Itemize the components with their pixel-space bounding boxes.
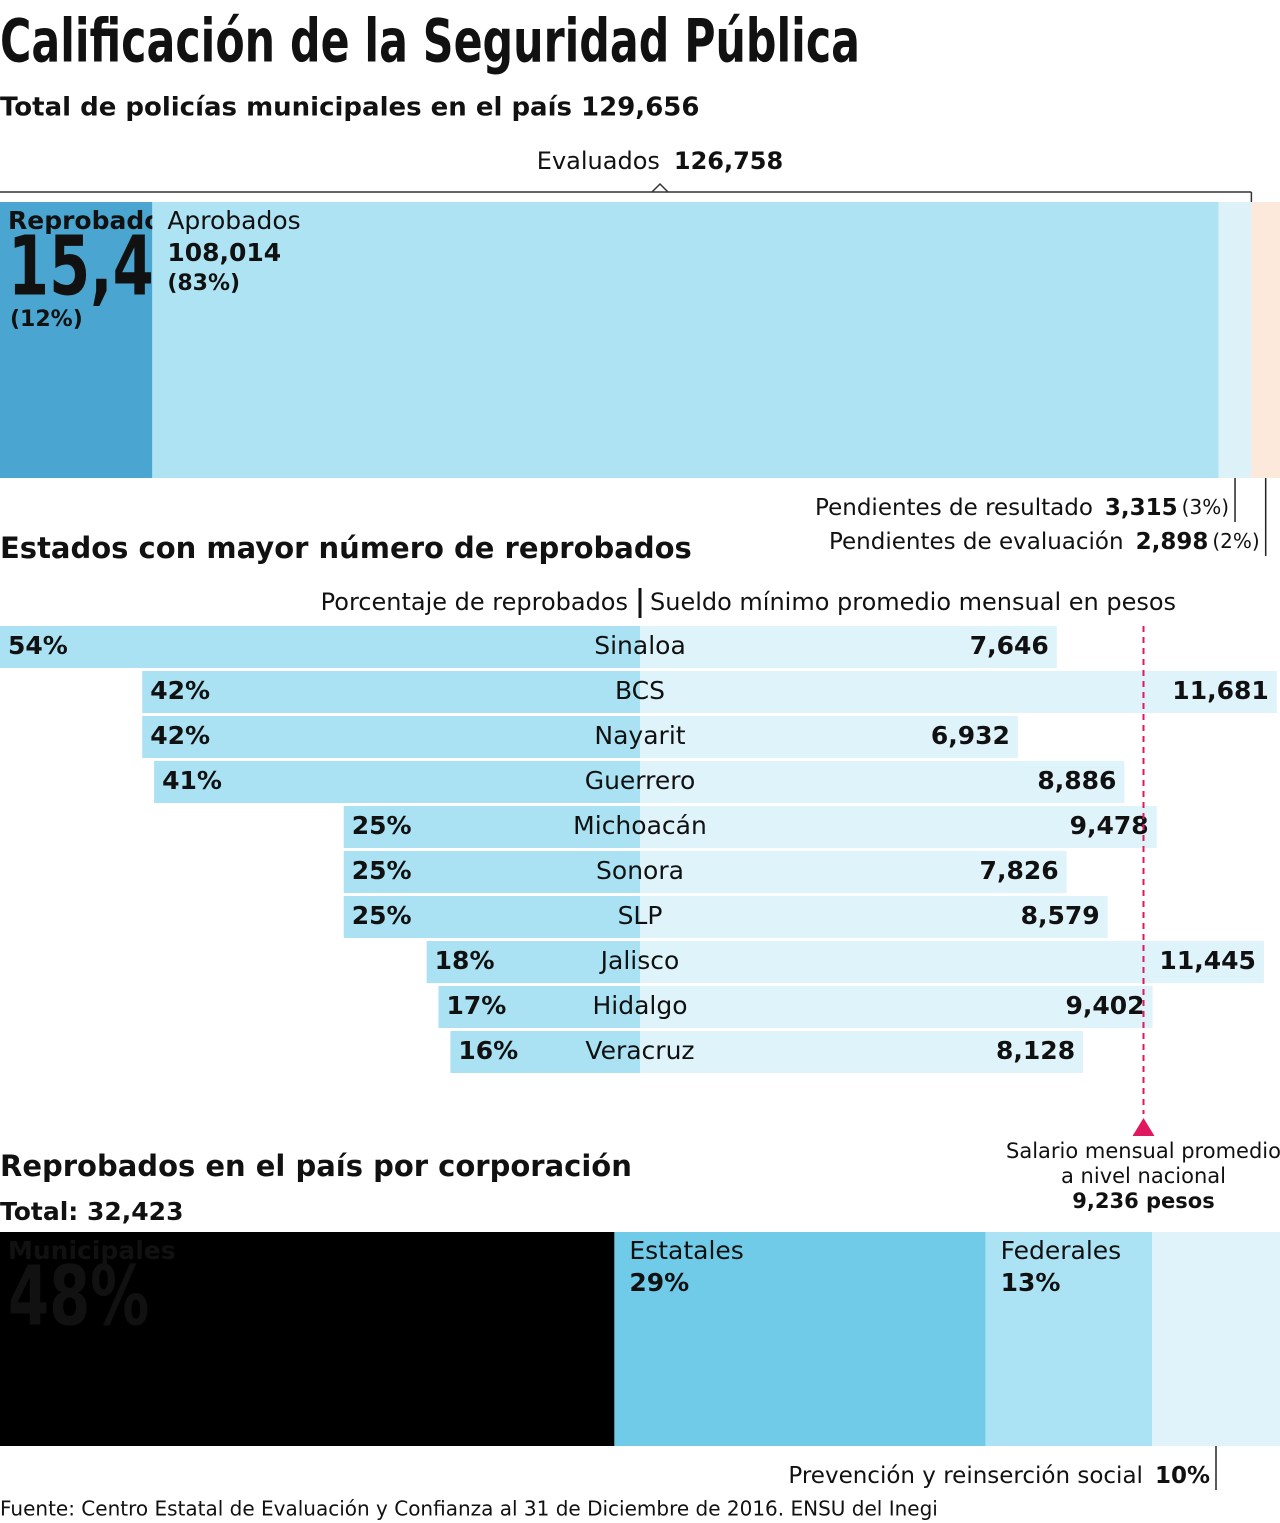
category-label: Sinaloa bbox=[594, 631, 686, 660]
segment bbox=[614, 1232, 986, 1446]
outside-name: Pendientes de resultado bbox=[815, 495, 1093, 521]
segment-name: Estatales bbox=[629, 1236, 743, 1265]
outside-label: Prevención y reinserción social 10% bbox=[788, 1463, 1210, 1489]
bar-left bbox=[426, 941, 640, 983]
bar-left-label: 25% bbox=[352, 856, 412, 885]
legend-left: Porcentaje de reprobados bbox=[321, 588, 628, 616]
category-label: Sonora bbox=[596, 856, 684, 885]
legend-right: Sueldo mínimo promedio mensual en pesos bbox=[650, 588, 1176, 616]
bar-left bbox=[154, 761, 640, 803]
bar-right bbox=[640, 716, 1018, 758]
outside-percent: (3%) bbox=[1182, 495, 1229, 519]
bar-right-label: 11,445 bbox=[1159, 946, 1255, 975]
bar-right-label: 9,478 bbox=[1070, 811, 1149, 840]
outside-value: 2,898 bbox=[1136, 529, 1209, 555]
bar-right bbox=[640, 896, 1108, 938]
bar-right bbox=[640, 986, 1153, 1028]
bar-right bbox=[640, 851, 1067, 893]
bar-left-label: 25% bbox=[352, 901, 412, 930]
bar-right bbox=[640, 1031, 1084, 1073]
bar-left bbox=[142, 671, 640, 713]
bar-left-label: 17% bbox=[447, 991, 507, 1020]
bar-left bbox=[142, 716, 640, 758]
title: Calificación de la Seguridad Pública bbox=[0, 7, 860, 77]
segment-name: Federales bbox=[1001, 1236, 1122, 1265]
bar-left-label: 41% bbox=[162, 766, 222, 795]
segment bbox=[0, 1232, 615, 1446]
segment bbox=[1251, 202, 1280, 478]
bracket-label: Evaluados 126,758 bbox=[537, 147, 783, 175]
segment bbox=[985, 1232, 1152, 1446]
section-title: Reprobados en el país por corporación bbox=[0, 1149, 632, 1183]
segment-value: 48% bbox=[8, 1249, 149, 1344]
reference-label: Salario mensual promedio bbox=[1006, 1139, 1280, 1163]
category-label: SLP bbox=[618, 901, 663, 930]
segment-value: 29% bbox=[629, 1268, 689, 1297]
outside-name: Pendientes de evaluación bbox=[829, 529, 1124, 555]
segment-name: Aprobados bbox=[167, 206, 300, 235]
bar-left-label: 16% bbox=[458, 1036, 518, 1065]
reference-marker bbox=[1132, 1118, 1155, 1136]
bar-left-label: 42% bbox=[150, 676, 210, 705]
bar-left-label: 18% bbox=[435, 946, 495, 975]
segment bbox=[152, 202, 1219, 478]
bar-left bbox=[343, 851, 640, 893]
segment-percent: (12%) bbox=[10, 307, 83, 332]
outside-label: Pendientes de evaluación 2,898 (2%) bbox=[829, 529, 1260, 555]
category-label: Jalisco bbox=[599, 946, 680, 975]
outside-name: Prevención y reinserción social bbox=[788, 1463, 1143, 1489]
bar-right-label: 8,579 bbox=[1021, 901, 1100, 930]
outside-value: 10% bbox=[1155, 1463, 1210, 1489]
bar-right-label: 11,681 bbox=[1172, 676, 1268, 705]
segment-name: Reprobados bbox=[8, 206, 176, 235]
segment bbox=[0, 202, 153, 478]
outside-value: 3,315 bbox=[1105, 495, 1178, 521]
bar-left-label: 25% bbox=[352, 811, 412, 840]
section-title: Estados con mayor número de reprobados bbox=[0, 531, 692, 565]
reference-label: a nivel nacional bbox=[1061, 1164, 1226, 1188]
reference-value: 9,236 pesos bbox=[1072, 1189, 1214, 1213]
bracket-label-name: Evaluados bbox=[537, 147, 660, 175]
bar-right bbox=[640, 626, 1057, 668]
bracket-notch bbox=[651, 182, 669, 193]
bracket-label-value: 126,758 bbox=[674, 147, 783, 175]
bar-left bbox=[438, 986, 640, 1028]
segment-percent: (83%) bbox=[167, 271, 240, 296]
bar-left bbox=[343, 806, 640, 848]
segment-value: 13% bbox=[1001, 1268, 1061, 1297]
bar-left-label: 54% bbox=[8, 631, 68, 660]
bar-right bbox=[640, 941, 1264, 983]
category-label: Veracruz bbox=[585, 1036, 694, 1065]
category-label: BCS bbox=[615, 676, 665, 705]
segment bbox=[1152, 1232, 1280, 1446]
section-subtitle: Total: 32,423 bbox=[0, 1197, 183, 1226]
segment bbox=[1218, 202, 1252, 478]
bar-right bbox=[640, 671, 1277, 713]
bar-right-label: 6,932 bbox=[931, 721, 1010, 750]
bar-right bbox=[640, 761, 1125, 803]
bar-left bbox=[0, 626, 640, 668]
subtitle: Total de policías municipales en el país… bbox=[0, 93, 699, 123]
category-label: Michoacán bbox=[573, 811, 707, 840]
segment-value: 108,014 bbox=[167, 238, 281, 267]
outside-label: Pendientes de resultado 3,315 (3%) bbox=[815, 495, 1229, 521]
segment-name: Municipales bbox=[8, 1236, 176, 1265]
bar-right-label: 8,886 bbox=[1037, 766, 1116, 795]
bar-left bbox=[450, 1031, 640, 1073]
bar-right-label: 9,402 bbox=[1065, 991, 1144, 1020]
category-label: Hidalgo bbox=[592, 991, 687, 1020]
bar-right bbox=[640, 806, 1157, 848]
source: Fuente: Centro Estatal de Evaluación y C… bbox=[0, 1497, 938, 1521]
category-label: Nayarit bbox=[594, 721, 685, 750]
bar-right-label: 7,826 bbox=[980, 856, 1059, 885]
outside-percent: (2%) bbox=[1212, 529, 1259, 553]
bar-right-label: 8,128 bbox=[996, 1036, 1075, 1065]
bar-left-label: 42% bbox=[150, 721, 210, 750]
bar-left bbox=[343, 896, 640, 938]
bar-right-label: 7,646 bbox=[970, 631, 1049, 660]
category-label: Guerrero bbox=[585, 766, 696, 795]
